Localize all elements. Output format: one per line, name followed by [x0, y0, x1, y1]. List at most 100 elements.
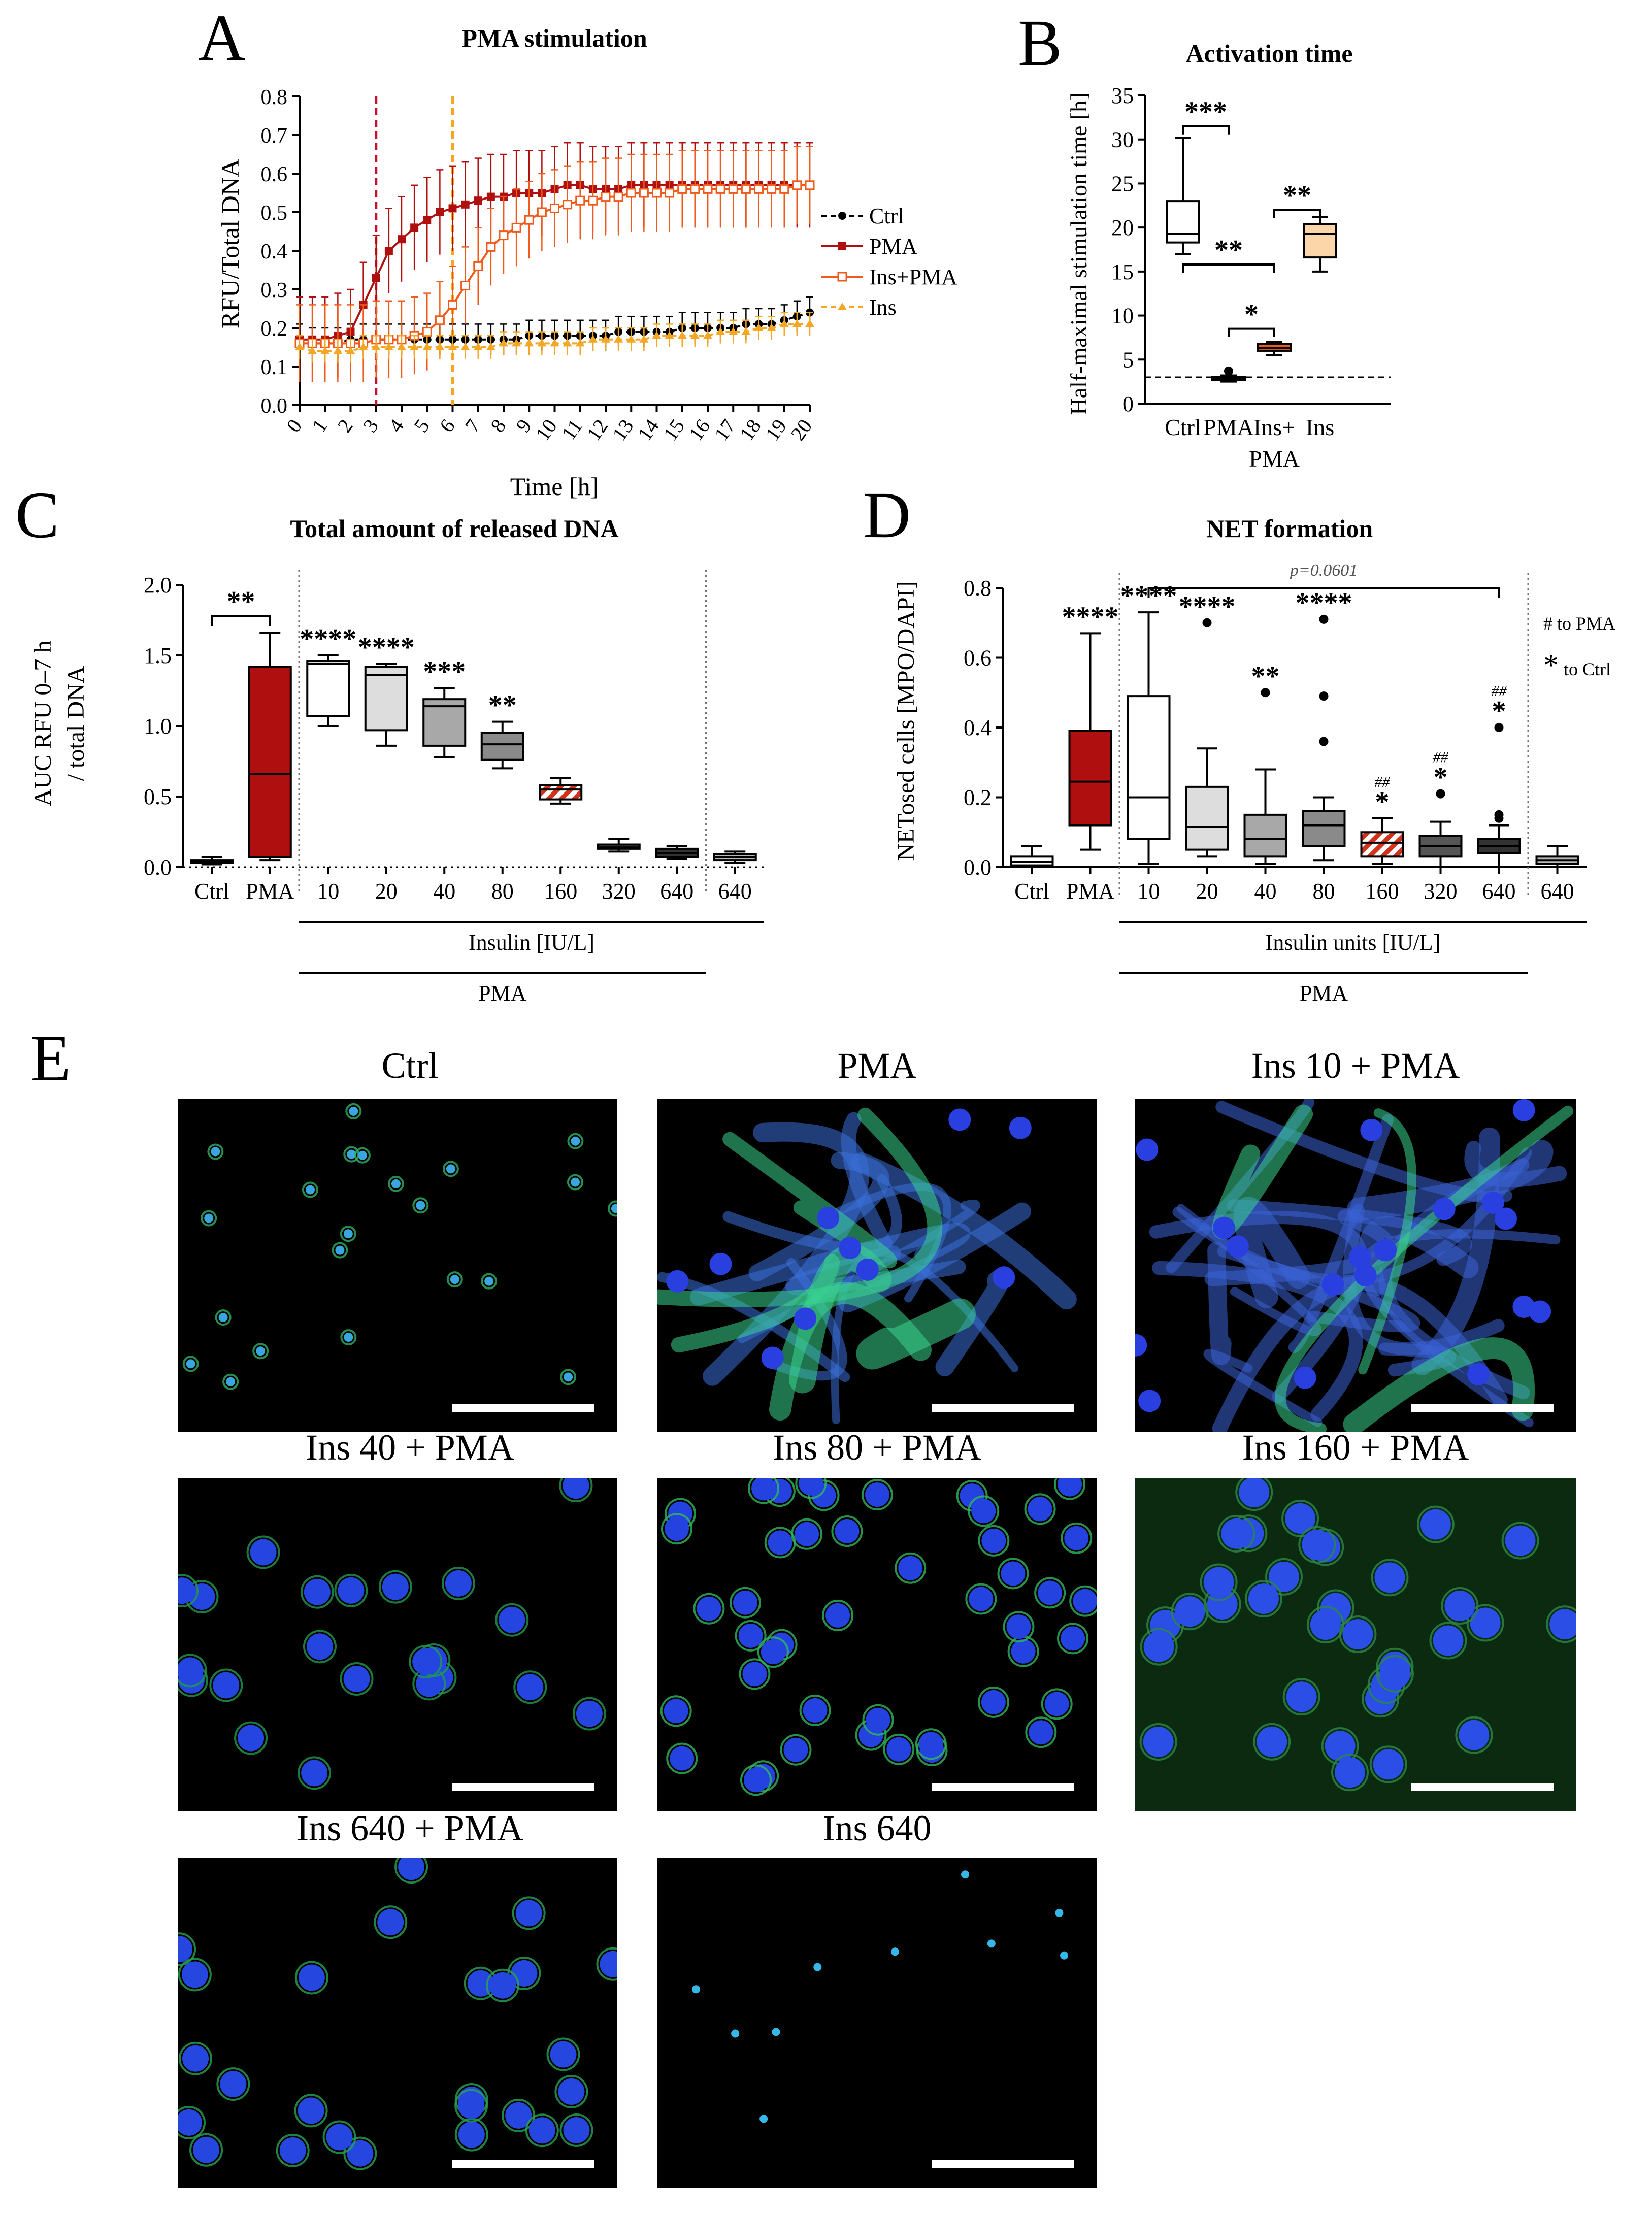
- cell-ring: [525, 2113, 559, 2148]
- cell: [987, 1939, 996, 1948]
- cell-ring: [442, 1161, 459, 1177]
- cell-ring: [394, 1858, 428, 1884]
- x-tick-label: Ctrl: [1014, 879, 1049, 904]
- cell-ring: [332, 1242, 348, 1259]
- box: [1166, 200, 1200, 244]
- cell-ring: [1057, 1623, 1089, 1655]
- y-tick-label: 0.4: [261, 240, 288, 263]
- pvalue-bracket: [1147, 587, 1500, 598]
- data-point: [511, 222, 521, 233]
- data-point: [792, 180, 802, 190]
- cell-ring: [861, 1479, 893, 1511]
- cell: [193, 2136, 220, 2163]
- data-point: [665, 331, 674, 339]
- cell: [1342, 1619, 1373, 1650]
- cell: [1285, 1503, 1316, 1534]
- cell-ring: [735, 1620, 767, 1652]
- cell: [382, 1573, 409, 1600]
- micrograph-ins80-pma: [657, 1478, 1097, 1811]
- cell: [733, 1590, 757, 1615]
- data-point: [320, 346, 330, 354]
- cell-ring: [757, 1636, 789, 1668]
- cell: [188, 1583, 215, 1610]
- data-point: [410, 343, 419, 350]
- micrograph-image: [178, 1478, 606, 1790]
- cell-ring: [495, 1603, 529, 1637]
- cell: [326, 2124, 353, 2151]
- micrograph-pma: [657, 1099, 1097, 1432]
- y-tick-label: 30: [1111, 127, 1134, 152]
- x-tick-label: 9: [511, 415, 536, 436]
- y-tick-label: 5: [1122, 347, 1134, 372]
- micro-title-ins160-pma: Ins 160 + PMA: [1242, 1427, 1469, 1468]
- data-point: [729, 327, 738, 335]
- cell: [343, 1229, 353, 1239]
- data-point: [486, 242, 496, 252]
- x-tick-label: 2: [333, 415, 357, 436]
- micro-title-ins40-pma: Ins 40 + PMA: [306, 1427, 514, 1468]
- y-tick-label: 0.6: [964, 646, 992, 671]
- cell-ring: [831, 1515, 863, 1547]
- cell: [1294, 1366, 1316, 1389]
- cell: [306, 1633, 333, 1660]
- micrograph-ctrl: [178, 1099, 617, 1432]
- cell: [1226, 1235, 1249, 1258]
- y-tick-label: 1.5: [144, 643, 172, 668]
- legend-label: PMA: [869, 234, 918, 259]
- cell: [1011, 1639, 1036, 1664]
- cell-ring: [252, 1343, 269, 1360]
- cell: [866, 1707, 890, 1732]
- cell-ring: [997, 1558, 1029, 1590]
- cell-ring: [378, 1570, 412, 1604]
- cell-ring: [454, 2089, 488, 2123]
- box: [1360, 831, 1404, 858]
- cell-ring: [1003, 1611, 1035, 1643]
- data-point: [372, 274, 380, 282]
- legend-marker: [838, 242, 846, 250]
- x-tick-label: Ins+: [1253, 414, 1295, 440]
- x-tick-label: 18: [735, 415, 766, 445]
- cell: [211, 1147, 220, 1157]
- data-point: [805, 319, 814, 327]
- cell-ring: [1025, 1716, 1057, 1748]
- data-point: [448, 204, 457, 213]
- data-point: [767, 323, 776, 331]
- cell: [558, 2078, 585, 2105]
- pvalue-label: p=0.0601: [1289, 561, 1358, 580]
- data-point: [333, 346, 343, 354]
- cell-ring: [895, 1552, 927, 1584]
- cell: [743, 1768, 768, 1793]
- cell: [1055, 1908, 1064, 1917]
- x-tick-label: 80: [491, 879, 514, 904]
- cell: [611, 1204, 617, 1213]
- cell: [1360, 1118, 1383, 1141]
- data-point: [741, 327, 751, 335]
- cell-ring: [354, 1147, 371, 1164]
- cell: [446, 1164, 455, 1174]
- significance-label: **: [488, 690, 517, 721]
- cell-ring: [207, 1143, 224, 1160]
- cell: [692, 1985, 701, 1994]
- x-tick-label: 20: [1196, 879, 1218, 904]
- outlier-point: [1494, 810, 1504, 819]
- x-tick-label: PMA: [246, 879, 294, 904]
- significance-bracket: [1273, 209, 1321, 218]
- legend-marker: [838, 303, 847, 310]
- x-tick-label: PMA: [1203, 414, 1254, 440]
- data-point: [741, 184, 751, 194]
- significance-label: *: [1244, 299, 1259, 331]
- cell: [1006, 1614, 1031, 1639]
- cell: [768, 1530, 792, 1555]
- data-point: [677, 331, 687, 339]
- cell: [759, 2115, 768, 2123]
- micrograph-image: [178, 1858, 617, 2170]
- x-tick-label: Ctrl: [194, 879, 229, 904]
- cell: [969, 1587, 994, 1611]
- x-tick-label: 640: [1482, 879, 1516, 904]
- y-tick-label: 0.0: [964, 855, 992, 880]
- box: [364, 666, 408, 732]
- x-tick-label: 40: [433, 879, 455, 904]
- cell: [664, 1516, 689, 1541]
- cell-ring: [303, 1630, 337, 1664]
- group-label: PMA: [478, 981, 527, 1006]
